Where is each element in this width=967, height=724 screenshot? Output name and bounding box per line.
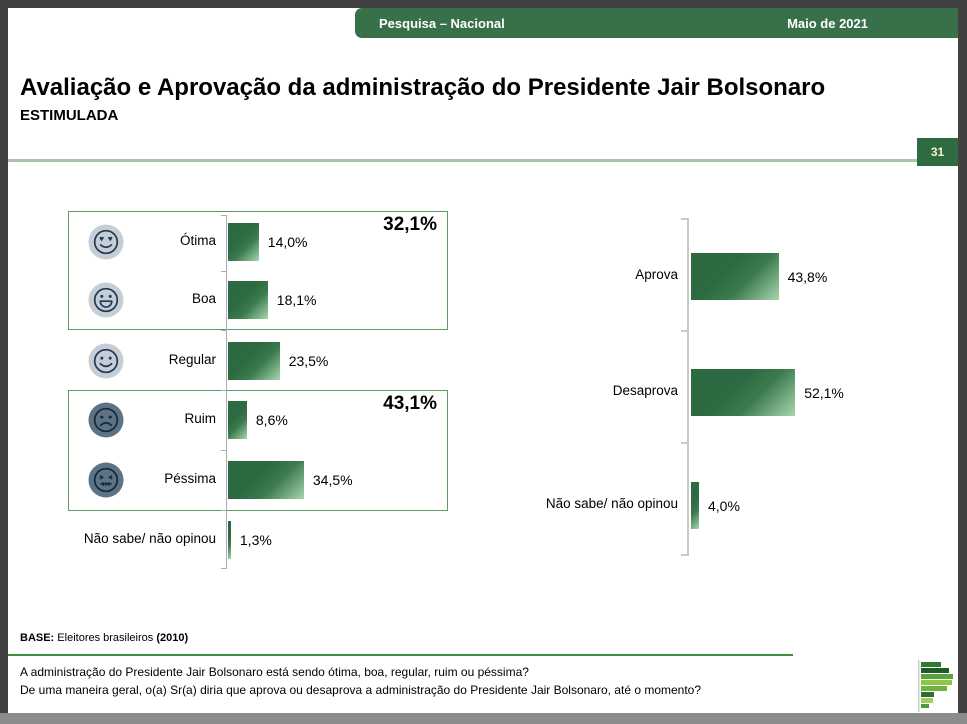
bar-desaprova bbox=[691, 369, 796, 416]
bar-nao-sabe-aprovacao bbox=[691, 482, 699, 529]
survey-question-2: De uma maneira geral, o(a) Sr(a) diria q… bbox=[20, 683, 702, 697]
header-band: Pesquisa – Nacional Maio de 2021 bbox=[355, 8, 958, 38]
bar-nao-sabe bbox=[228, 521, 231, 559]
value-label: 1,3% bbox=[239, 532, 272, 548]
title-divider bbox=[8, 159, 958, 162]
y-axis-left bbox=[226, 215, 227, 569]
value-label: 14,0% bbox=[267, 234, 308, 250]
axis-tick bbox=[221, 568, 226, 569]
axis-tick bbox=[221, 271, 226, 272]
grinning-face-icon bbox=[88, 282, 124, 318]
bar-otima bbox=[228, 223, 259, 261]
svg-text:♥: ♥ bbox=[99, 234, 104, 244]
value-label: 23,5% bbox=[288, 353, 329, 369]
parana-pesquisas-logo-icon bbox=[918, 660, 962, 717]
bar-boa bbox=[228, 281, 268, 319]
category-label: Desaprova bbox=[612, 383, 678, 398]
axis-tick bbox=[221, 215, 226, 216]
axis-tick bbox=[681, 330, 687, 332]
base-label: BASE: bbox=[20, 632, 55, 644]
page-title: Avaliação e Aprovação da administração d… bbox=[20, 74, 826, 101]
axis-tick bbox=[681, 554, 687, 556]
axis-tick bbox=[221, 390, 226, 391]
base-text: Eleitores brasileiros bbox=[57, 632, 154, 644]
category-label: Ótima bbox=[179, 233, 216, 248]
page-number-badge: 31 bbox=[917, 138, 958, 166]
group-total-negative: 43,1% bbox=[383, 393, 437, 414]
base-detail: (2010) bbox=[156, 632, 189, 644]
y-axis-right bbox=[687, 218, 689, 556]
value-label: 18,1% bbox=[276, 292, 317, 308]
category-label: Não sabe/ não opinou bbox=[83, 531, 216, 546]
category-label: Aprova bbox=[635, 267, 678, 282]
axis-tick bbox=[221, 450, 226, 451]
category-label: Péssima bbox=[164, 471, 216, 486]
value-label: 52,1% bbox=[804, 384, 844, 401]
value-label: 34,5% bbox=[312, 472, 353, 488]
heart-eyes-face-icon: ♥ ♥ bbox=[88, 224, 124, 260]
angry-face-icon bbox=[88, 462, 124, 498]
evaluation-chart: 32,1% 43,1% ♥ ♥ bbox=[68, 211, 460, 579]
base-note: BASE: Eleitores brasileiros (2010) bbox=[20, 632, 188, 644]
axis-tick bbox=[221, 510, 226, 511]
approval-chart: Aprova 43,8% Desaprova 52,1% Não sabe/ n… bbox=[530, 218, 954, 563]
group-box-negative: 43,1% bbox=[68, 390, 448, 511]
axis-tick bbox=[681, 442, 687, 444]
category-label: Regular bbox=[168, 352, 216, 367]
group-total-positive: 32,1% bbox=[383, 214, 437, 235]
group-box-positive: 32,1% bbox=[68, 211, 448, 330]
value-label: 43,8% bbox=[787, 268, 828, 285]
footer-divider bbox=[8, 654, 793, 656]
header-left-label: Pesquisa – Nacional bbox=[379, 15, 505, 31]
category-label: Não sabe/ não opinou bbox=[545, 496, 678, 511]
axis-tick bbox=[681, 218, 687, 220]
survey-question-1: A administração do Presidente Jair Bolso… bbox=[20, 665, 529, 679]
value-label: 4,0% bbox=[708, 497, 740, 514]
smiling-face-icon bbox=[88, 343, 124, 379]
bar-pessima bbox=[228, 461, 304, 499]
value-label: 8,6% bbox=[255, 412, 288, 428]
bar-aprova bbox=[691, 253, 779, 300]
axis-tick bbox=[221, 330, 226, 331]
category-label: Ruim bbox=[184, 411, 216, 426]
svg-text:♥: ♥ bbox=[108, 234, 113, 244]
title-block: Avaliação e Aprovação da administração d… bbox=[20, 74, 950, 124]
frowning-face-icon bbox=[88, 402, 124, 438]
slide: Pesquisa – Nacional Maio de 2021 Avaliaç… bbox=[8, 8, 958, 713]
page-subtitle: ESTIMULADA bbox=[20, 107, 119, 124]
bar-ruim bbox=[228, 401, 247, 439]
bar-regular bbox=[228, 342, 280, 380]
header-right-label: Maio de 2021 bbox=[787, 15, 868, 31]
category-label: Boa bbox=[191, 291, 216, 306]
